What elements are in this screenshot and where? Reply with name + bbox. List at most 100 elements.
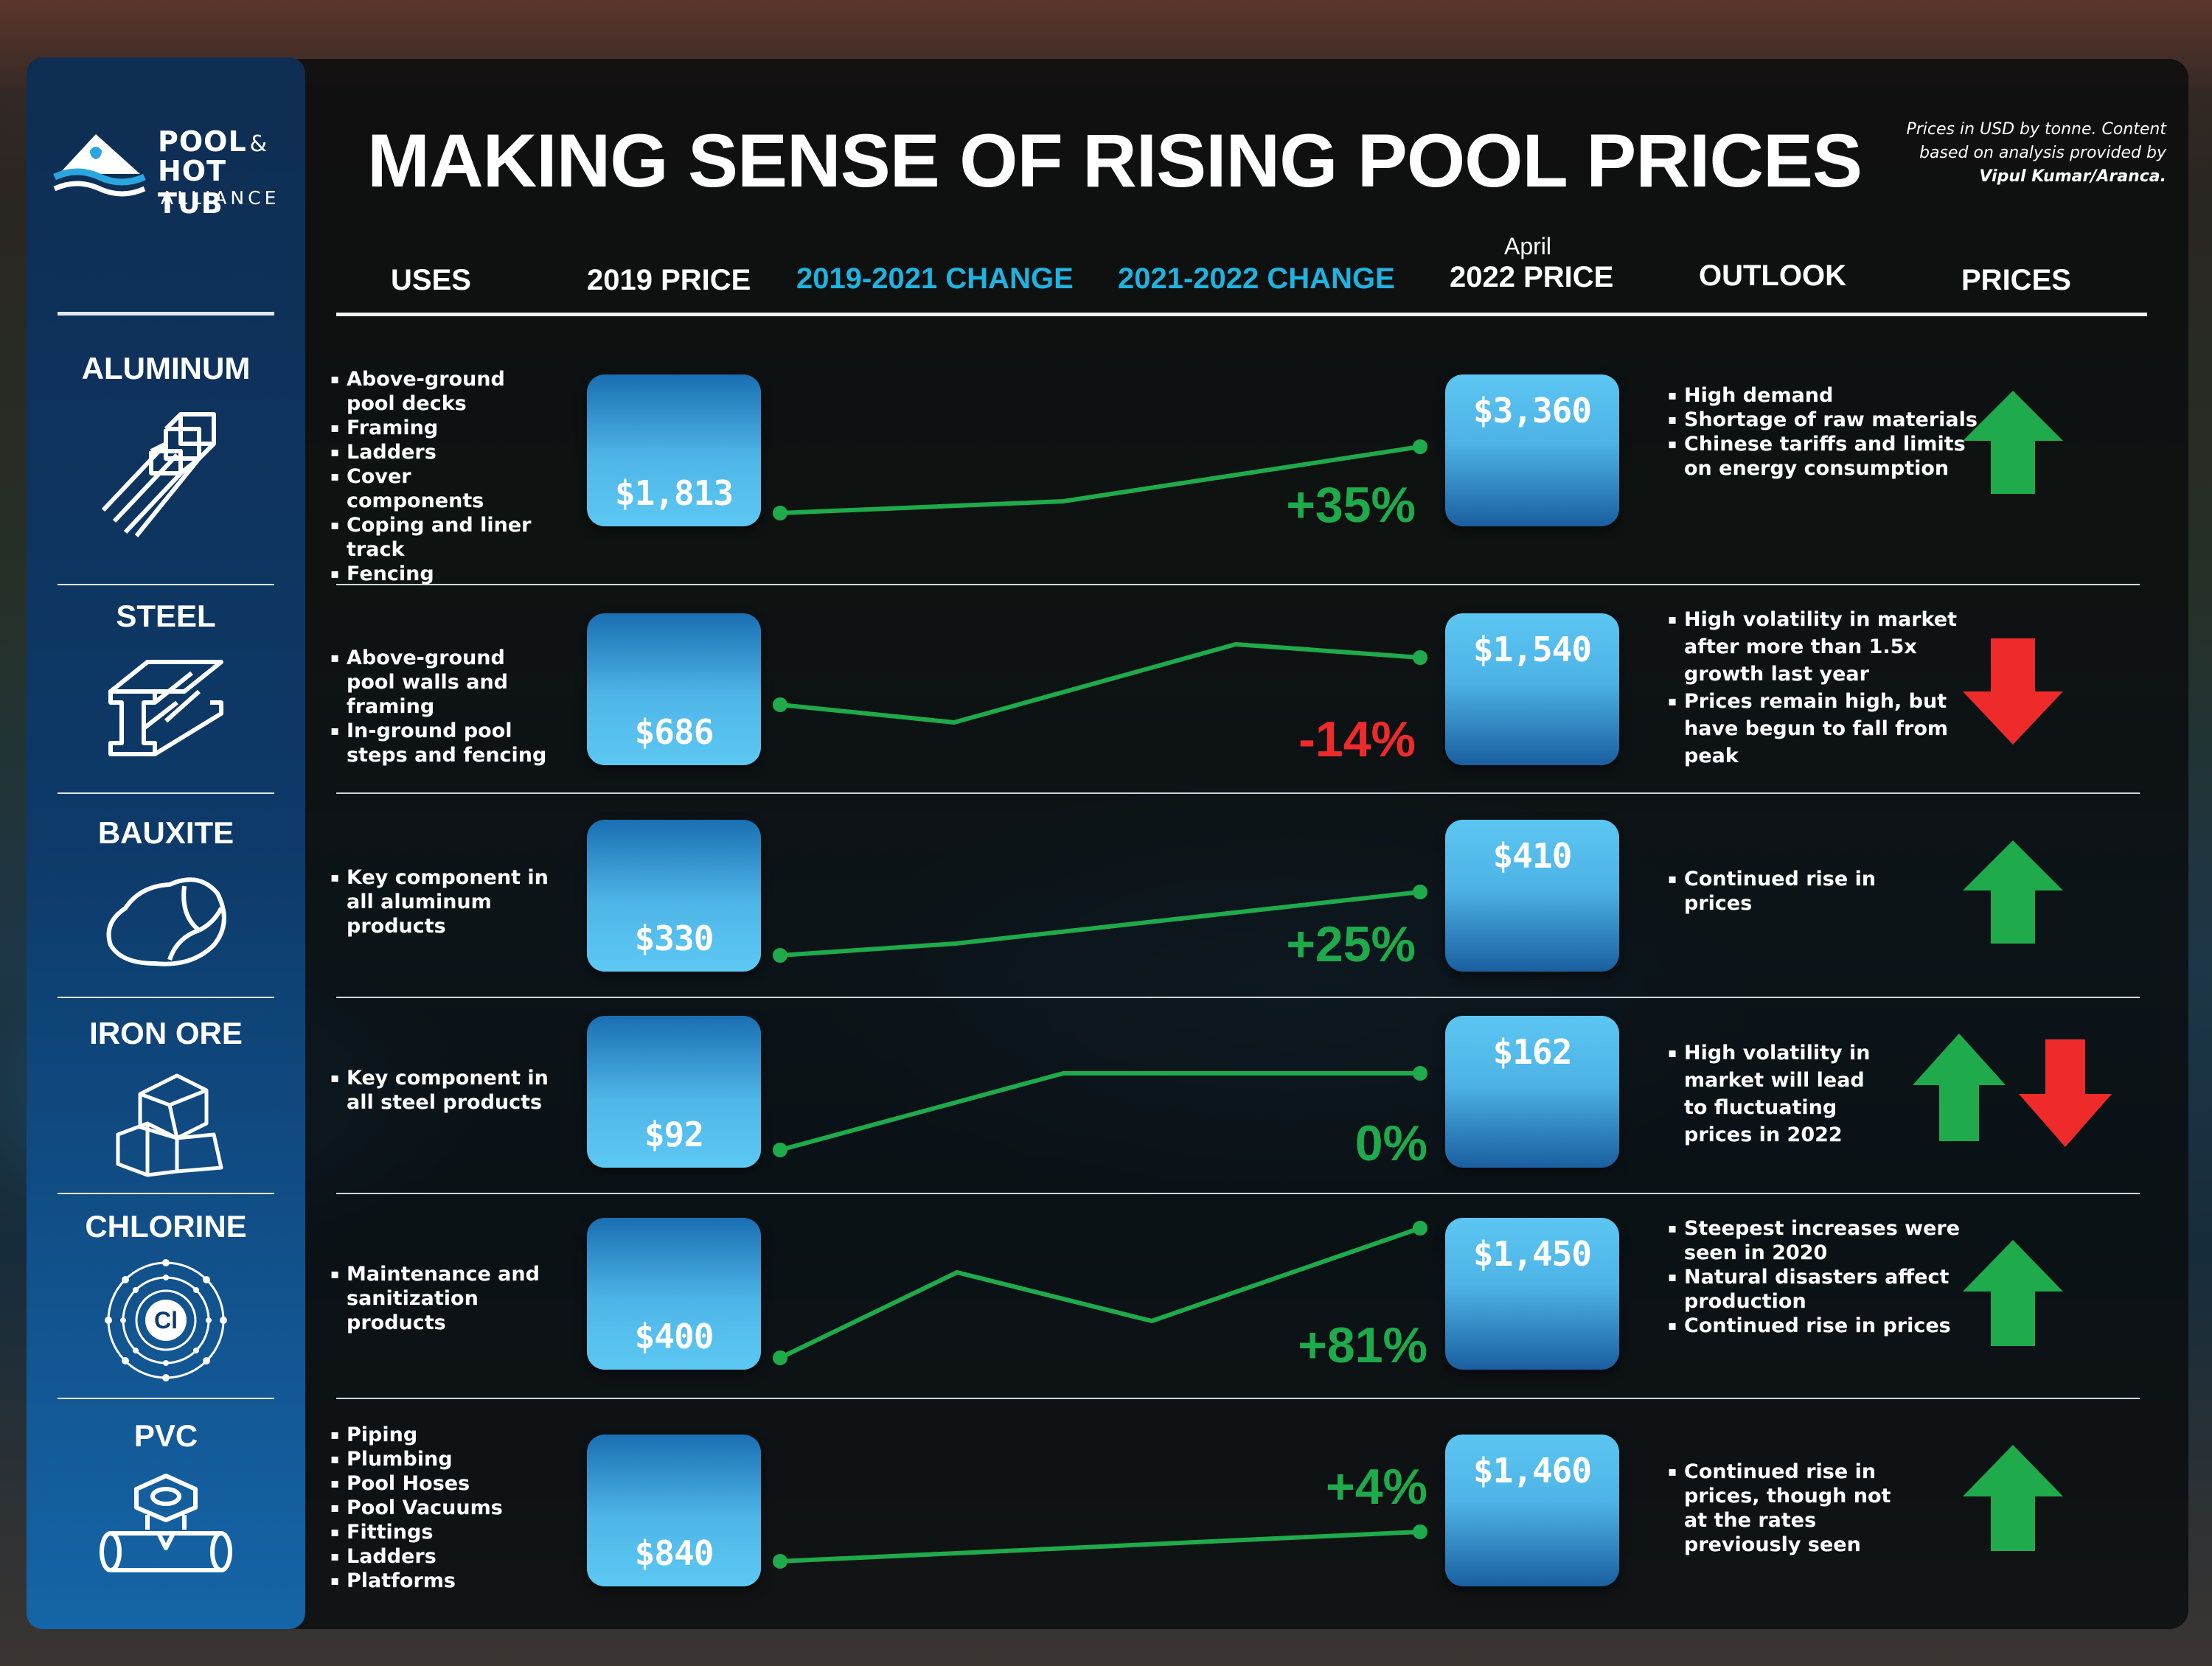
price-2019-box: $840 <box>587 1435 761 1586</box>
price-2019-value: $400 <box>634 1317 714 1356</box>
price-2022-box: $162 <box>1445 1016 1619 1168</box>
brand-logo: POOL & HOT TUB ALLIANCE <box>52 118 288 220</box>
header-april: April <box>1504 233 1552 259</box>
price-2019-value: $686 <box>634 712 714 752</box>
sidebar-divider <box>58 1398 274 1399</box>
down-arrow-icon <box>2019 1039 2112 1147</box>
sidebar-divider <box>58 312 274 316</box>
price-2019-box: $92 <box>587 1016 761 1168</box>
list-item: Key component in all aluminum products <box>330 865 552 938</box>
change-percent: +81% <box>1298 1317 1427 1373</box>
price-2022-value: $1,540 <box>1472 630 1592 669</box>
pvc-pipe-icon <box>100 1474 232 1572</box>
price-2019-value: $1,813 <box>614 473 734 513</box>
outlook-list-iron-ore: High volatility in market will lead to f… <box>1668 1039 1889 1149</box>
outlook-list-chlorine: Steepest increases were seen in 2020 Nat… <box>1668 1216 1978 1338</box>
list-item: Fencing <box>330 562 552 586</box>
category-aluminum: ALUMINUM <box>27 351 305 540</box>
list-item: Continued rise in prices <box>1668 1314 1978 1338</box>
brand-line1: POOL & <box>158 125 268 158</box>
brand-line2: HOT TUB <box>158 155 227 220</box>
outlook-list-aluminum: High demand Shortage of raw materials Ch… <box>1668 383 1978 481</box>
header-2019-2021-change: 2019-2021 CHANGE <box>796 262 1074 295</box>
header-2022-price: 2022 PRICE <box>1450 261 1614 293</box>
chlorine-atom-icon: Cl <box>105 1259 227 1381</box>
trend-line-chlorine <box>779 1226 1421 1360</box>
row-divider <box>336 1193 2140 1194</box>
category-name: PVC <box>133 1418 198 1453</box>
change-percent: +35% <box>1286 477 1416 533</box>
source-note: Prices in USD by tonne. Content based on… <box>1857 118 2166 189</box>
trend-line-pvc <box>779 1530 1421 1564</box>
source-note-line: Prices in USD by tonne. Content <box>1906 120 2166 139</box>
row-divider <box>336 584 2140 585</box>
list-item: Platforms <box>330 1569 552 1593</box>
page-title: MAKING SENSE OF RISING POOL PRICES <box>367 119 1863 203</box>
list-item: Continued rise in prices <box>1668 867 1882 916</box>
price-2022-value: $162 <box>1492 1032 1573 1072</box>
down-arrow-icon <box>1963 638 2063 745</box>
price-2019-value: $840 <box>634 1533 714 1573</box>
price-2022-box: $1,450 <box>1445 1218 1619 1370</box>
uses-list-pvc: Piping Plumbing Pool Hoses Pool Vacuums … <box>330 1423 552 1593</box>
row-divider <box>336 1398 2140 1399</box>
price-2019-box: $400 <box>587 1218 761 1370</box>
list-item: Ladders <box>330 440 552 464</box>
up-arrow-icon <box>1963 391 2063 494</box>
list-item: Ladders <box>330 1544 552 1569</box>
uses-list-steel: Above-ground pool walls and framing In-g… <box>330 646 552 767</box>
list-item: Chinese tariffs and limits on energy con… <box>1668 432 1978 481</box>
uses-list-bauxite: Key component in all aluminum products <box>330 865 552 938</box>
price-2022-box: $1,540 <box>1445 613 1619 765</box>
list-item: Key component in all steel products <box>330 1066 552 1115</box>
price-2022-box: $1,460 <box>1445 1435 1619 1586</box>
price-2022-value: $1,450 <box>1472 1234 1592 1274</box>
list-item: Framing <box>330 416 552 440</box>
category-bauxite: BAUXITE <box>27 815 305 975</box>
change-percent: +4% <box>1326 1459 1427 1515</box>
price-2022-value: $410 <box>1492 836 1573 876</box>
header-2021-2022-change: 2021-2022 CHANGE <box>1118 262 1395 295</box>
price-2022-box: $3,360 <box>1445 374 1619 526</box>
sidebar-divider <box>58 584 274 585</box>
price-2019-box: $330 <box>587 820 761 972</box>
up-arrow-icon <box>1963 840 2063 944</box>
uses-list-chlorine: Maintenance and sanitization products <box>330 1262 566 1335</box>
category-pvc: PVC <box>27 1418 305 1585</box>
outlook-list-pvc: Continued rise in prices, though not at … <box>1668 1460 1904 1557</box>
price-2019-value: $330 <box>634 919 714 958</box>
header-outlook: OUTLOOK <box>1699 259 1846 292</box>
category-name: IRON ORE <box>89 1016 243 1050</box>
price-2019-box: $686 <box>587 613 761 765</box>
category-name: STEEL <box>116 599 216 633</box>
list-item: Plumbing <box>330 1447 552 1471</box>
price-2022-value: $3,360 <box>1472 391 1592 431</box>
trend-line-bauxite <box>779 890 1421 958</box>
list-item: Above-ground pool walls and framing <box>330 646 552 719</box>
pool-logo-icon <box>53 134 146 197</box>
list-item: High demand <box>1668 383 1978 408</box>
source-note-line: Vipul Kumar/Aranca. <box>1979 167 2166 186</box>
list-item: Prices remain high, but have begun to fa… <box>1668 688 1978 770</box>
header-uses: USES <box>391 264 471 296</box>
content-panel <box>29 59 2188 1629</box>
price-2019-box: $1,813 <box>587 374 761 526</box>
list-item: Natural disasters affect production <box>1668 1265 1978 1314</box>
list-item: Shortage of raw materials <box>1668 408 1978 432</box>
brand-amp: & <box>249 131 268 157</box>
up-arrow-icon <box>1963 1445 2063 1551</box>
category-name: ALUMINUM <box>81 351 251 386</box>
iron-ore-icon <box>116 1073 223 1177</box>
list-item: Steepest increases were seen in 2020 <box>1668 1216 1978 1265</box>
sidebar-divider <box>58 1193 274 1194</box>
chlorine-symbol: Cl <box>154 1307 178 1334</box>
header-prices: PRICES <box>1961 264 2071 296</box>
list-item: High volatility in market will lead to f… <box>1668 1039 1889 1149</box>
price-2022-box: $410 <box>1445 820 1619 972</box>
list-item: Cover components <box>330 464 552 513</box>
up-arrow-icon <box>1963 1240 2063 1346</box>
up-arrow-icon <box>1913 1034 2006 1141</box>
category-name: BAUXITE <box>97 815 234 850</box>
row-divider <box>336 997 2140 998</box>
